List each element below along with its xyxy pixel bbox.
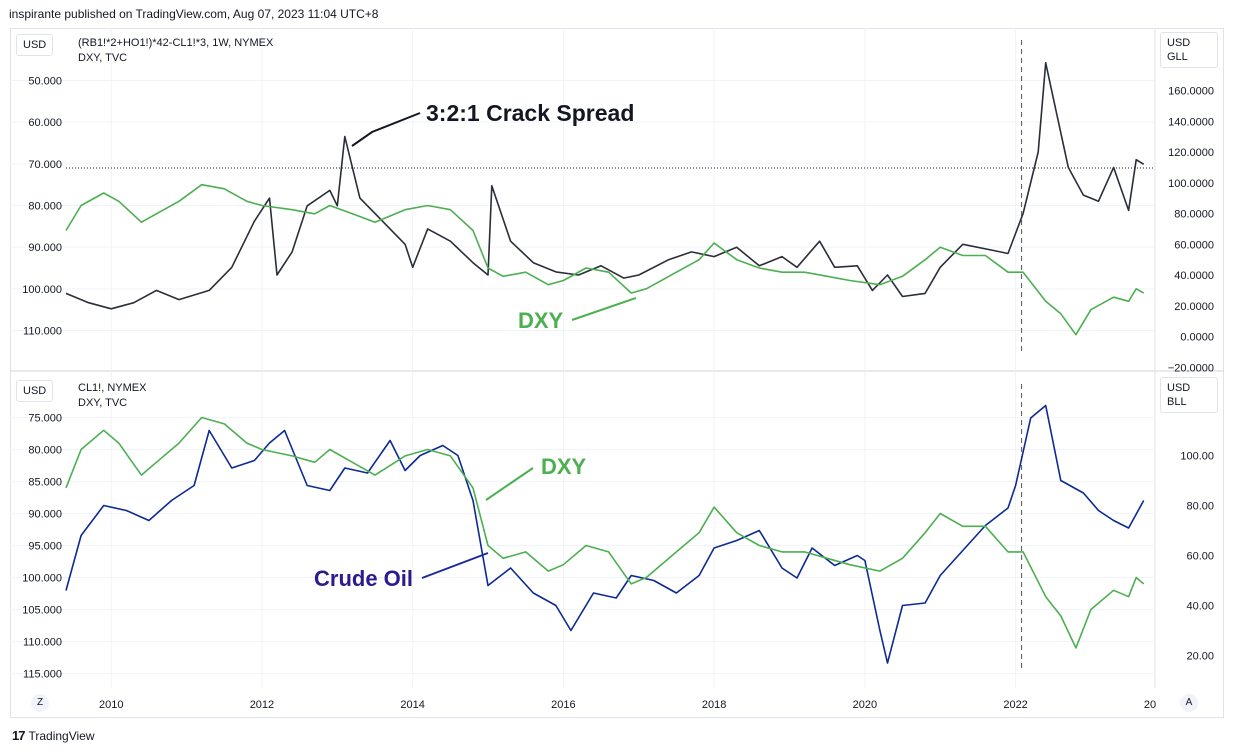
top-left-tick-label: 100.000: [22, 284, 62, 296]
bottom-right-unit-line1: USD: [1167, 382, 1191, 394]
top-right-tick-label: 40.0000: [1174, 270, 1214, 282]
x-tick-label: 2022: [1003, 699, 1027, 711]
top-right-tick-label: 100.0000: [1168, 178, 1214, 190]
top-left-tick-label: 80.000: [28, 201, 62, 213]
top-right-tick-label: 120.0000: [1168, 147, 1214, 159]
top-series-crack-spread: [65, 62, 1145, 310]
top-right-tick-label: 0.0000: [1180, 332, 1214, 344]
bottom-right-tick-label: 20.00: [1186, 651, 1214, 663]
top-legend: (RB1!*2+HO1!)*42-CL1!*3, 1W, NYMEX DXY, …: [78, 36, 273, 66]
top-right-tick-label: 160.0000: [1168, 86, 1214, 98]
x-tick-label: 2012: [250, 699, 274, 711]
z-button[interactable]: Z: [31, 694, 49, 712]
bottom-left-tick-label: 95.000: [28, 541, 62, 553]
annotation-dxy-bottom: DXY: [541, 454, 587, 479]
top-legend-crack: (RB1!*2+HO1!)*42-CL1!*3, 1W, NYMEX: [78, 37, 274, 49]
top-right-tick-label: 140.0000: [1168, 116, 1214, 128]
bottom-left-tick-label: 90.000: [28, 509, 62, 521]
bottom-right-unit[interactable]: USD BLL: [1160, 377, 1218, 413]
bottom-left-tick-label: 75.000: [28, 413, 62, 425]
x-tick-label: 20: [1144, 699, 1156, 711]
x-tick-label: 2014: [400, 699, 424, 711]
x-tick-label: 2018: [702, 699, 726, 711]
top-right-tick-label: −20.0000: [1168, 362, 1214, 374]
bottom-series-crude-oil: [65, 404, 1145, 664]
top-right-tick-label: 20.0000: [1174, 301, 1214, 313]
top-left-tick-label: 110.000: [23, 326, 62, 338]
top-series-dxy: [65, 183, 1145, 336]
top-left-tick-label: 60.000: [28, 117, 62, 129]
bottom-left-tick-label: 85.000: [28, 477, 62, 489]
annotation-dxy-top: DXY: [518, 308, 564, 333]
x-tick-label: 2010: [99, 699, 123, 711]
pointer-crack-spread: [351, 112, 421, 147]
tradingview-logo[interactable]: 17 TradingView: [12, 728, 95, 743]
bottom-legend-dxy: DXY, TVC: [78, 397, 128, 409]
bottom-left-unit[interactable]: USD: [16, 380, 54, 402]
top-right-unit[interactable]: USD GLL: [1160, 32, 1218, 68]
top-right-tick-label: 80.0000: [1174, 209, 1214, 221]
top-left-tick-label: 50.000: [28, 76, 62, 88]
tradingview-brand: TradingView: [28, 728, 95, 743]
bottom-left-tick-label: 100.000: [22, 573, 62, 585]
bottom-legend-crude: CL1!, NYMEX: [78, 382, 147, 394]
bottom-series-dxy: [65, 416, 1145, 649]
auto-scale-button[interactable]: A: [1180, 694, 1198, 712]
bottom-left-tick-label: 80.000: [28, 445, 62, 457]
bottom-left-tick-label: 105.000: [22, 605, 62, 617]
pointer-crude-oil: [421, 552, 489, 579]
tradingview-logo-icon: 17: [12, 728, 26, 743]
pointer-dxy-top: [571, 297, 637, 321]
top-left-tick-label: 70.000: [28, 159, 62, 171]
bottom-right-tick-label: 80.00: [1186, 501, 1214, 513]
bottom-right-tick-label: 40.00: [1186, 601, 1214, 613]
bottom-legend: CL1!, NYMEX DXY, TVC: [78, 381, 146, 411]
annotation-crack-spread: 3:2:1 Crack Spread: [426, 100, 635, 126]
top-right-unit-line2: GLL: [1167, 51, 1188, 63]
top-left-tick-label: 90.000: [28, 242, 62, 254]
bottom-right-tick-label: 60.00: [1186, 551, 1214, 563]
bottom-left-tick-label: 115.000: [23, 669, 62, 681]
publisher-line: inspirante published on TradingView.com,…: [9, 7, 379, 21]
top-left-unit[interactable]: USD: [16, 34, 54, 56]
bottom-right-unit-line2: BLL: [1167, 396, 1187, 408]
x-tick-label: 2016: [551, 699, 575, 711]
chart-frame: [10, 28, 1224, 718]
top-legend-dxy: DXY, TVC: [78, 52, 128, 64]
annotation-crude-oil: Crude Oil: [314, 566, 414, 591]
x-tick-label: 2020: [853, 699, 877, 711]
pointer-dxy-bottom: [485, 467, 534, 501]
top-right-unit-line1: USD: [1167, 37, 1191, 49]
bottom-right-tick-label: 100.00: [1180, 451, 1214, 463]
top-right-tick-label: 60.0000: [1174, 239, 1214, 251]
bottom-left-tick-label: 110.000: [23, 637, 62, 649]
